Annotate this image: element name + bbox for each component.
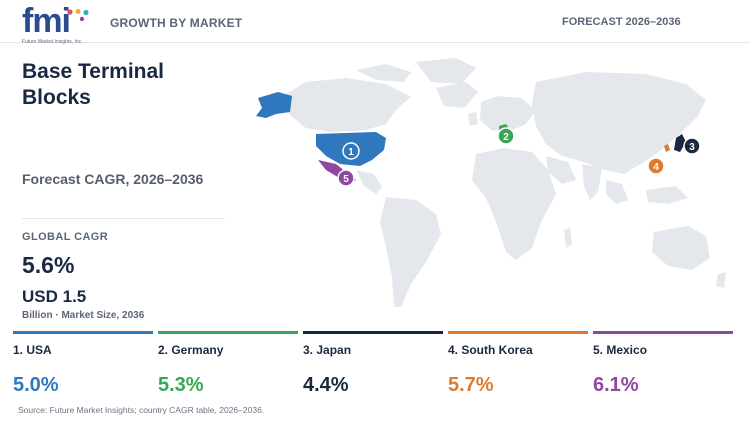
country-row-south-korea: 4. South Korea 5.7%: [448, 331, 588, 396]
country-row-japan: 3. Japan 4.4%: [303, 331, 443, 396]
fmi-logo[interactable]: fmi Future Market Insights, Inc.: [22, 2, 92, 45]
global-cagr-value: 5.6%: [22, 252, 75, 278]
chart-title: Base Terminal Blocks: [22, 60, 165, 109]
forecast-period-label: FORECAST 2026–2036: [562, 16, 681, 28]
market-size-value: USD 1.5: [22, 287, 87, 306]
country-cagr-value: 5.7%: [448, 374, 494, 396]
marker-germany: [497, 127, 515, 145]
market-size-caption: Billion · Market Size, 2036: [22, 310, 145, 321]
country-name: 2. Germany: [158, 343, 224, 357]
world-map: 1 2 3 4 5: [256, 58, 726, 307]
marker-south-korea-label: 4: [653, 162, 659, 173]
growth-by-market-label: GROWTH BY MARKET: [110, 16, 243, 30]
country-row-mexico: 5. Mexico 6.1%: [593, 331, 733, 396]
logo-wordmark: fmi: [22, 2, 71, 40]
logo-tagline: Future Market Insights, Inc.: [22, 39, 83, 45]
source-note: Source: Future Market Insights; country …: [18, 405, 265, 415]
marker-mexico: [337, 169, 355, 187]
country-cagr-value: 5.0%: [13, 374, 59, 396]
row-accent-line: [303, 331, 443, 334]
logo-dots-icon: [67, 9, 89, 22]
marker-germany-label: 2: [503, 132, 509, 143]
country-name: 4. South Korea: [448, 343, 533, 357]
header-bar: fmi Future Market Insights, Inc. GROWTH …: [0, 0, 750, 45]
country-markers: 1 2 3 4 5: [337, 127, 701, 187]
country-row-usa: 1. USA 5.0%: [13, 331, 153, 396]
marker-japan: [683, 137, 701, 155]
cagr-subtitle: Forecast CAGR, 2026–2036: [22, 171, 204, 187]
marker-usa: [342, 142, 360, 160]
country-name: 5. Mexico: [593, 343, 648, 357]
marker-japan-label: 3: [689, 142, 695, 153]
marker-mexico-label: 5: [343, 174, 349, 185]
row-accent-line: [158, 331, 298, 334]
marker-south-korea: [647, 157, 665, 175]
row-accent-line: [593, 331, 733, 334]
marker-usa-label: 1: [348, 147, 354, 158]
country-cagr-value: 6.1%: [593, 374, 639, 396]
divider: [22, 218, 225, 219]
row-accent-line: [13, 331, 153, 334]
country-cagr-table: 1. USA 5.0% 2. Germany 5.3% 3. Japan 4.4…: [0, 331, 750, 396]
country-row-germany: 2. Germany 5.3%: [158, 331, 298, 396]
country-cagr-value: 4.4%: [303, 374, 349, 396]
country-cagr-value: 5.3%: [158, 374, 204, 396]
country-name: 3. Japan: [303, 343, 352, 357]
row-accent-line: [448, 331, 588, 334]
global-cagr-label: GLOBAL CAGR: [22, 231, 109, 243]
world-land: [276, 58, 726, 307]
country-name: 1. USA: [13, 343, 52, 357]
